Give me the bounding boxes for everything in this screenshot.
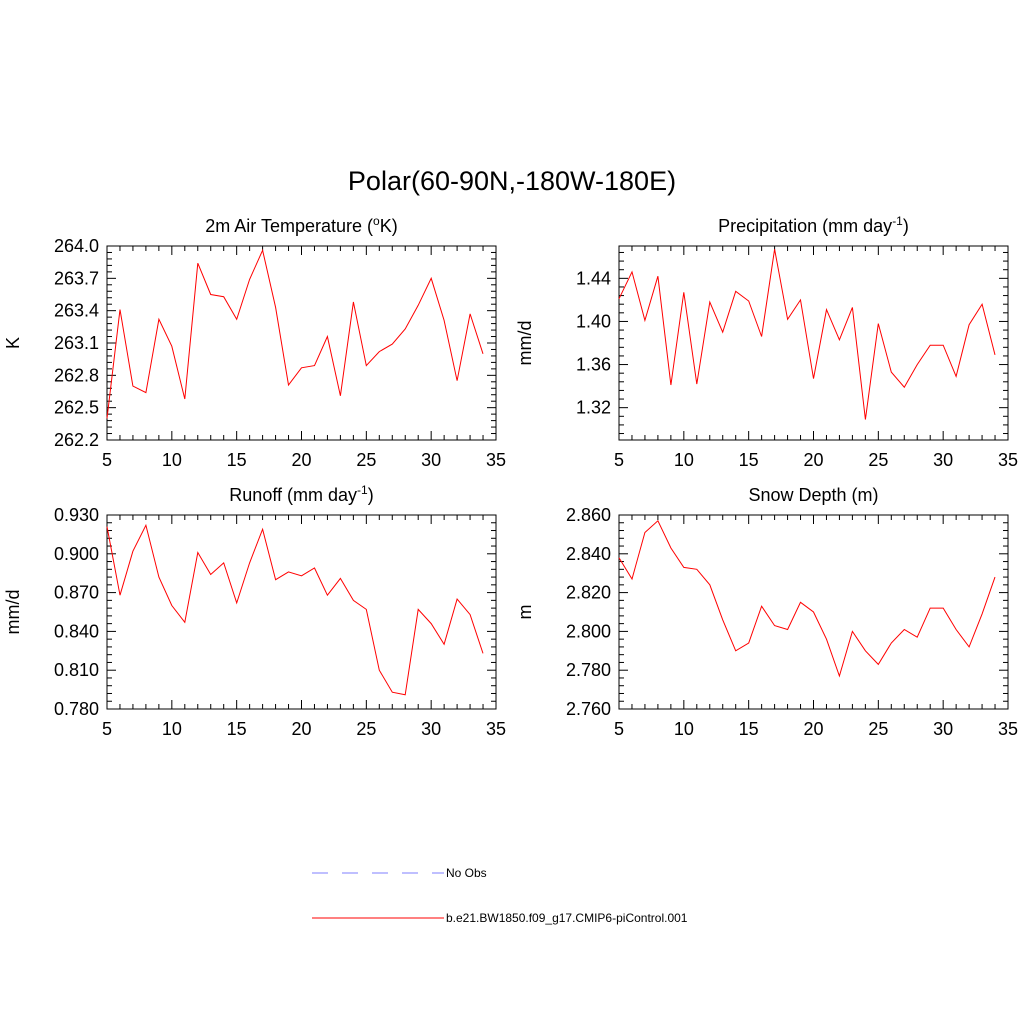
snow-depth-ytick-label: 2.840	[566, 544, 611, 564]
runoff-xtick-label: 10	[162, 719, 182, 739]
snow-depth-xtick-label: 15	[739, 719, 759, 739]
panel-runoff: Runoff (mm day-1) mm/d 5 10 15 20 25 30 35 0.780 0…	[3, 483, 506, 739]
precipitation-ytick-label: 1.40	[576, 311, 611, 331]
runoff-title: Runoff (mm day-1)	[229, 483, 373, 505]
precipitation-xtick-label: 30	[933, 450, 953, 470]
runoff-xtick-label: 25	[356, 719, 376, 739]
air-temperature-xtick-label: 20	[291, 450, 311, 470]
runoff-ytick-label: 0.930	[54, 505, 99, 525]
air-temperature-xtick-label: 10	[162, 450, 182, 470]
air-temperature-xtick-label: 5	[102, 450, 112, 470]
snow-depth-ytick-label: 2.820	[566, 583, 611, 603]
air-temperature-xtick-label: 30	[421, 450, 441, 470]
snow-depth-xtick-label: 30	[933, 719, 953, 739]
snow-depth-xtick-label: 5	[614, 719, 624, 739]
air-temperature-ytick-label: 263.7	[54, 268, 99, 288]
snow-depth-ytick-label: 2.760	[566, 699, 611, 719]
precipitation-xtick-label: 20	[803, 450, 823, 470]
precipitation-plot-frame	[618, 245, 1009, 441]
runoff-ylabel: mm/d	[3, 590, 23, 635]
runoff-xtick-label: 15	[227, 719, 247, 739]
legend-label-no-obs: No Obs	[446, 866, 487, 880]
air-temperature-ytick-label: 262.8	[54, 365, 99, 385]
runoff-xtick-label: 5	[102, 719, 112, 739]
air-temperature-ylabel: K	[3, 337, 23, 349]
precipitation-ylabel: mm/d	[515, 321, 535, 366]
precipitation-xtick-label: 5	[614, 450, 624, 470]
precipitation-xtick-label: 25	[868, 450, 888, 470]
snow-depth-xtick-label: 35	[998, 719, 1018, 739]
runoff-xtick-label: 30	[421, 719, 441, 739]
panel-air-temperature: 2m Air Temperature (oK) K 5 10 15 20 25 30 35 262…	[3, 214, 506, 470]
air-temperature-xtick-label: 15	[227, 450, 247, 470]
runoff-ytick-label: 0.870	[54, 583, 99, 603]
air-temperature-title: 2m Air Temperature (oK)	[205, 214, 397, 236]
snow-depth-xtick-label: 20	[803, 719, 823, 739]
air-temperature-ytick-label: 264.0	[54, 236, 99, 256]
figure-title: Polar(60-90N,-180W-180E)	[348, 166, 676, 196]
snow-depth-ytick-label: 2.860	[566, 505, 611, 525]
snow-depth-ytick-label: 2.780	[566, 660, 611, 680]
air-temperature-xtick-label: 25	[356, 450, 376, 470]
runoff-plot-frame	[106, 514, 497, 710]
legend-label-model: b.e21.BW1850.f09_g17.CMIP6-piControl.001	[446, 911, 688, 925]
precipitation-title: Precipitation (mm day-1)	[718, 214, 909, 236]
snow-depth-series-line	[618, 519, 996, 678]
air-temperature-ytick-label: 263.4	[54, 301, 99, 321]
air-temperature-xtick-label: 35	[486, 450, 506, 470]
runoff-ytick-label: 0.780	[54, 699, 99, 719]
precipitation-ytick-label: 1.32	[576, 398, 611, 418]
runoff-xtick-label: 35	[486, 719, 506, 739]
snow-depth-title: Snow Depth (m)	[748, 485, 878, 505]
air-temperature-ytick-label: 262.5	[54, 398, 99, 418]
runoff-ytick-label: 0.810	[54, 660, 99, 680]
precipitation-xtick-label: 35	[998, 450, 1018, 470]
precipitation-xtick-label: 15	[739, 450, 759, 470]
panel-snow-depth: Snow Depth (m) m 5 10 15 20 25 30 35 2.760 2.780 2.…	[515, 485, 1018, 739]
legend: No Obs b.e21.BW1850.f09_g17.CMIP6-piCont…	[312, 866, 688, 925]
air-temperature-plot-frame	[106, 245, 497, 441]
precipitation-series-line	[618, 249, 996, 420]
snow-depth-ylabel: m	[515, 605, 535, 620]
snow-depth-ytick-label: 2.800	[566, 621, 611, 641]
precipitation-ytick-label: 1.44	[576, 268, 611, 288]
air-temperature-ytick-label: 262.2	[54, 430, 99, 450]
precipitation-ytick-label: 1.36	[576, 355, 611, 375]
snow-depth-xtick-label: 25	[868, 719, 888, 739]
runoff-ytick-label: 0.900	[54, 544, 99, 564]
precipitation-xtick-label: 10	[674, 450, 694, 470]
panel-precipitation: Precipitation (mm day-1) mm/d 5 10 15 20 25 30 3…	[515, 214, 1018, 470]
air-temperature-series-line	[106, 248, 484, 419]
snow-depth-xtick-label: 10	[674, 719, 694, 739]
air-temperature-ytick-label: 263.1	[54, 333, 99, 353]
runoff-xtick-label: 20	[291, 719, 311, 739]
runoff-series-line	[106, 523, 484, 696]
runoff-ytick-label: 0.840	[54, 621, 99, 641]
